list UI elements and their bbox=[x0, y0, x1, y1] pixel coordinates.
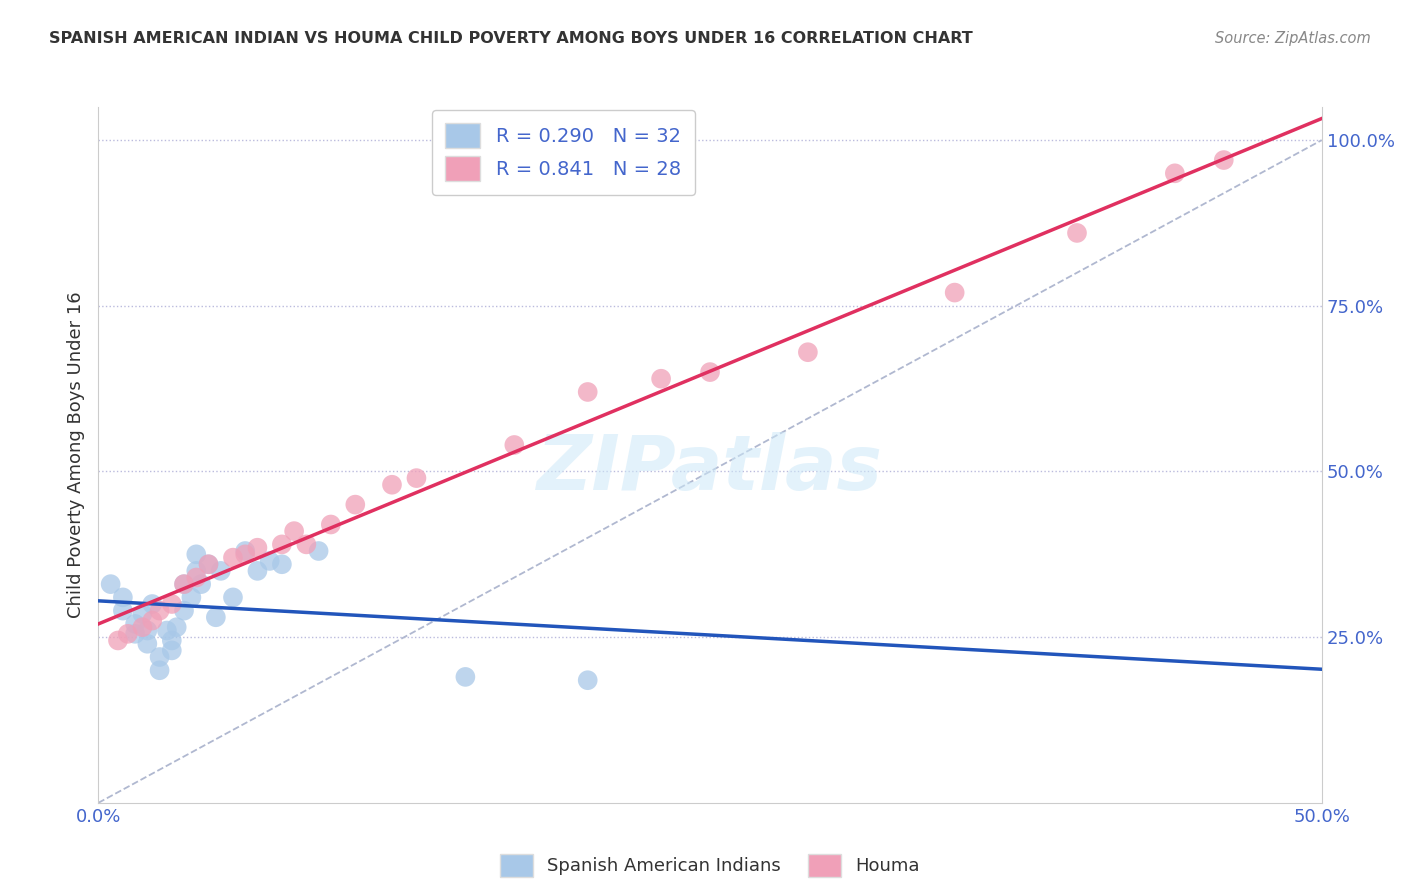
Text: SPANISH AMERICAN INDIAN VS HOUMA CHILD POVERTY AMONG BOYS UNDER 16 CORRELATION C: SPANISH AMERICAN INDIAN VS HOUMA CHILD P… bbox=[49, 31, 973, 46]
Point bbox=[117, 627, 139, 641]
Point bbox=[308, 544, 330, 558]
Legend: Spanish American Indians, Houma: Spanish American Indians, Houma bbox=[494, 847, 927, 884]
Point bbox=[124, 616, 146, 631]
Point bbox=[166, 620, 188, 634]
Point bbox=[141, 614, 163, 628]
Point bbox=[1066, 226, 1088, 240]
Point bbox=[100, 577, 122, 591]
Point bbox=[233, 547, 256, 561]
Point bbox=[1212, 153, 1234, 167]
Point bbox=[246, 541, 269, 555]
Point bbox=[107, 633, 129, 648]
Point bbox=[650, 372, 672, 386]
Point bbox=[381, 477, 404, 491]
Point bbox=[576, 384, 599, 399]
Point bbox=[136, 624, 159, 638]
Point bbox=[131, 620, 153, 634]
Point bbox=[186, 570, 208, 584]
Point bbox=[131, 607, 153, 621]
Point bbox=[222, 550, 245, 565]
Point bbox=[454, 670, 477, 684]
Point bbox=[160, 633, 183, 648]
Point bbox=[233, 544, 256, 558]
Point bbox=[270, 558, 294, 572]
Point bbox=[136, 637, 159, 651]
Point bbox=[295, 537, 318, 551]
Point bbox=[503, 438, 526, 452]
Point bbox=[111, 591, 134, 605]
Point bbox=[190, 577, 212, 591]
Point bbox=[160, 643, 183, 657]
Point bbox=[197, 558, 219, 572]
Point bbox=[209, 564, 232, 578]
Point bbox=[576, 673, 599, 688]
Point bbox=[699, 365, 721, 379]
Point bbox=[186, 547, 208, 561]
Point bbox=[319, 517, 342, 532]
Text: Source: ZipAtlas.com: Source: ZipAtlas.com bbox=[1215, 31, 1371, 46]
Point bbox=[149, 604, 172, 618]
Point bbox=[1164, 166, 1187, 180]
Text: ZIPatlas: ZIPatlas bbox=[537, 432, 883, 506]
Point bbox=[111, 604, 134, 618]
Point bbox=[186, 564, 208, 578]
Point bbox=[156, 624, 179, 638]
Point bbox=[149, 663, 172, 677]
Point bbox=[141, 597, 163, 611]
Point bbox=[943, 285, 966, 300]
Point bbox=[173, 604, 195, 618]
Point bbox=[173, 577, 195, 591]
Point bbox=[405, 471, 427, 485]
Point bbox=[259, 554, 281, 568]
Point bbox=[149, 650, 172, 665]
Point bbox=[205, 610, 228, 624]
Point bbox=[270, 537, 294, 551]
Point bbox=[344, 498, 367, 512]
Y-axis label: Child Poverty Among Boys Under 16: Child Poverty Among Boys Under 16 bbox=[66, 292, 84, 618]
Point bbox=[197, 558, 219, 572]
Point bbox=[160, 597, 183, 611]
Point bbox=[124, 627, 146, 641]
Point bbox=[797, 345, 820, 359]
Point bbox=[283, 524, 305, 538]
Point bbox=[222, 591, 245, 605]
Point bbox=[173, 577, 195, 591]
Point bbox=[180, 591, 202, 605]
Point bbox=[246, 564, 269, 578]
